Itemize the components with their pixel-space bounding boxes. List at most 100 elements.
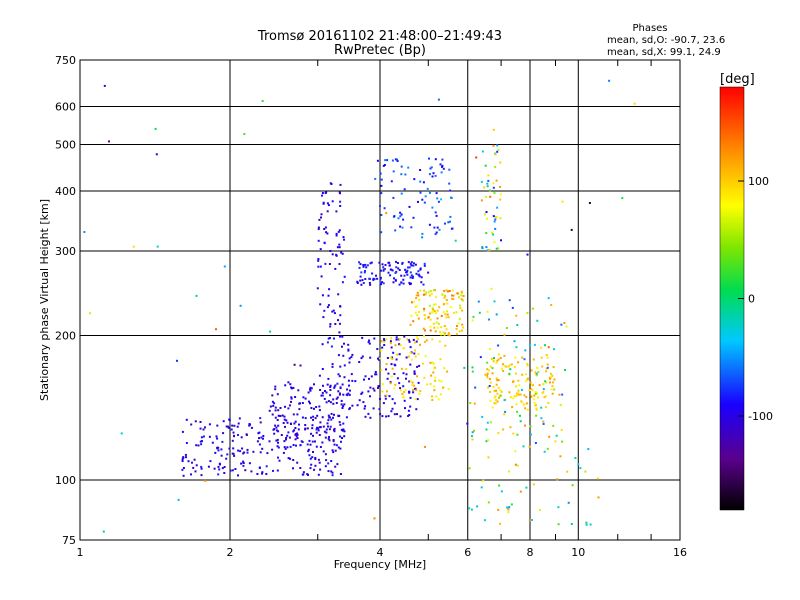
data-point <box>233 454 236 457</box>
data-point <box>328 439 331 442</box>
data-point <box>322 202 325 205</box>
data-point <box>385 212 388 215</box>
data-point <box>340 399 343 402</box>
data-point <box>378 358 381 361</box>
data-point <box>402 218 405 221</box>
data-point <box>385 363 388 366</box>
data-point <box>322 425 325 428</box>
data-point <box>333 428 335 431</box>
data-point <box>321 394 324 397</box>
data-point <box>271 413 274 416</box>
data-point <box>341 429 344 432</box>
data-point <box>289 445 292 448</box>
data-point <box>402 278 405 281</box>
data-point <box>273 402 276 405</box>
data-point <box>362 282 365 284</box>
data-point <box>570 523 573 525</box>
data-point <box>328 337 331 339</box>
data-point <box>447 388 450 391</box>
data-point <box>369 262 372 265</box>
data-point <box>261 471 264 474</box>
data-point <box>181 460 184 462</box>
data-point <box>367 341 370 344</box>
data-point <box>525 486 528 489</box>
data-point <box>385 368 387 371</box>
data-point <box>557 506 560 509</box>
data-point <box>370 261 373 264</box>
data-point <box>217 449 220 452</box>
data-point <box>409 352 412 354</box>
data-point <box>297 389 300 392</box>
data-point <box>258 443 261 446</box>
data-point <box>299 467 302 469</box>
data-point <box>359 275 362 278</box>
data-point <box>432 362 435 365</box>
data-point <box>420 281 423 284</box>
data-point <box>407 261 410 264</box>
data-point <box>360 357 363 360</box>
data-point <box>537 396 540 399</box>
data-point <box>228 418 231 421</box>
data-point <box>341 437 343 439</box>
data-point <box>250 470 253 473</box>
data-point <box>492 360 495 363</box>
data-point <box>299 364 302 367</box>
data-point <box>433 389 436 392</box>
data-point <box>503 364 506 367</box>
data-point <box>431 307 434 310</box>
data-point <box>341 407 344 409</box>
data-point <box>289 457 291 460</box>
data-point <box>419 180 422 183</box>
data-point <box>274 424 277 427</box>
data-point <box>484 164 487 167</box>
data-point <box>337 293 340 296</box>
data-point <box>439 358 442 361</box>
data-point <box>399 211 402 214</box>
data-point <box>412 264 415 267</box>
data-point <box>319 248 322 251</box>
data-point <box>511 306 514 309</box>
data-point <box>431 338 434 341</box>
data-point <box>381 383 384 385</box>
data-point <box>487 386 490 389</box>
data-point <box>417 353 420 356</box>
data-point <box>556 478 559 481</box>
data-point <box>424 355 427 358</box>
data-point <box>545 370 547 373</box>
data-point <box>542 420 545 423</box>
data-point <box>503 413 506 416</box>
data-point <box>469 402 472 404</box>
data-point <box>390 180 393 183</box>
data-point <box>432 289 435 292</box>
data-point <box>194 420 197 423</box>
data-point <box>373 278 376 281</box>
data-point <box>407 409 410 412</box>
data-point <box>446 313 449 316</box>
data-point <box>310 432 312 435</box>
data-point <box>455 327 458 330</box>
data-point <box>541 365 544 368</box>
data-point <box>503 333 506 336</box>
data-point <box>433 385 436 388</box>
data-point <box>508 299 511 302</box>
data-point <box>540 346 543 349</box>
data-point <box>395 260 397 263</box>
data-point <box>475 156 478 159</box>
data-point <box>325 391 328 394</box>
data-point <box>324 226 327 229</box>
data-point <box>399 389 402 392</box>
data-point <box>577 463 580 466</box>
data-point <box>340 251 343 254</box>
data-point <box>488 369 490 372</box>
data-point <box>494 218 497 221</box>
data-point <box>387 261 390 264</box>
data-point <box>395 336 398 339</box>
data-point <box>337 230 340 233</box>
data-point <box>347 343 350 346</box>
data-point <box>454 239 457 242</box>
data-point <box>434 303 437 306</box>
data-point <box>289 404 291 407</box>
data-point <box>525 373 528 376</box>
data-point <box>446 310 448 313</box>
